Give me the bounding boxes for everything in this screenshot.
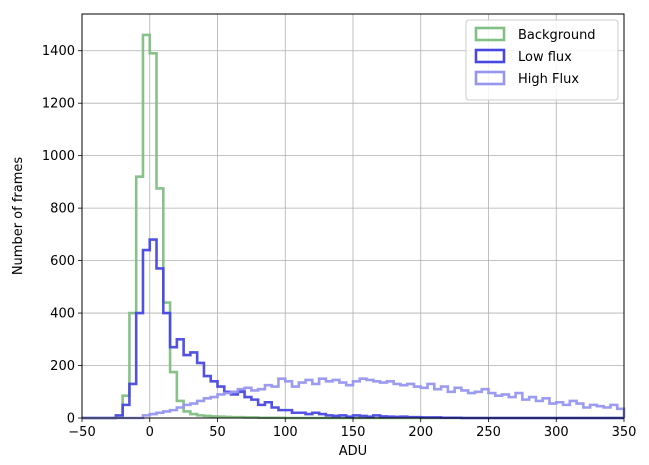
series-low-flux [82, 238, 624, 420]
y-tick-label: 1400 [42, 44, 75, 59]
y-tick-label: 1200 [42, 97, 75, 112]
x-tick-label: 50 [209, 425, 226, 440]
y-axis-label: Number of frames [11, 157, 26, 276]
x-tick-label: 150 [341, 425, 366, 440]
x-tick-label: 0 [146, 425, 154, 440]
y-tick-label: 400 [50, 307, 75, 322]
y-tick-label: 800 [50, 202, 75, 217]
legend-label: Background [518, 28, 596, 43]
x-tick-label: −50 [68, 425, 95, 440]
axis-ticks: −50 0 50 100 150 200 250 300 3500200400600800100… [42, 44, 637, 440]
legend-swatch [474, 48, 506, 64]
x-tick-label: 250 [476, 425, 501, 440]
legend: Background Low flux High Flux [465, 19, 619, 101]
y-tick-label: 1000 [42, 149, 75, 164]
x-tick-label: 300 [544, 425, 569, 440]
x-tick-label: 200 [408, 425, 433, 440]
legend-label: High Flux [518, 72, 579, 87]
legend-label: Low flux [518, 50, 572, 65]
legend-swatch [474, 70, 506, 86]
grid [81, 14, 625, 419]
y-tick-label: 600 [50, 254, 75, 269]
x-axis-label: ADU [339, 444, 367, 459]
series-high-flux [82, 377, 626, 420]
x-tick-label: 350 [612, 425, 637, 440]
x-tick-label: 100 [273, 425, 298, 440]
y-tick-label: 200 [50, 359, 75, 374]
y-tick-label: 0 [67, 412, 75, 427]
legend-swatch [474, 26, 506, 42]
